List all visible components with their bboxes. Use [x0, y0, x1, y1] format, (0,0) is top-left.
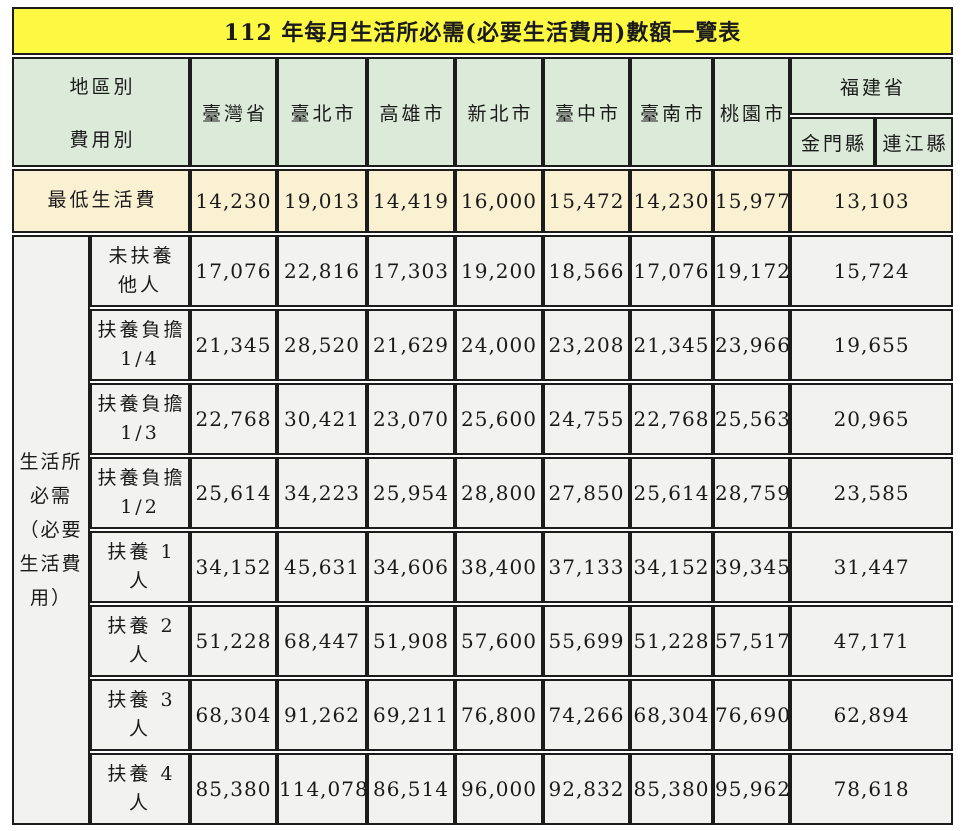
min-living-value-cell: 14,230 [190, 169, 277, 233]
fujian-value-cell: 19,655 [790, 309, 954, 381]
region-header-taoyuan: 桃園市 [713, 57, 790, 167]
value-cell: 21,345 [630, 309, 713, 381]
value-cell: 34,152 [190, 531, 277, 603]
min-living-value-cell: 16,000 [455, 169, 543, 233]
value-cell: 74,266 [543, 679, 630, 751]
region-header-fujian-province: 福建省 [790, 57, 954, 115]
value-cell: 24,755 [543, 383, 630, 455]
value-cell: 34,152 [630, 531, 713, 603]
value-cell: 21,345 [190, 309, 277, 381]
value-cell: 19,200 [455, 235, 543, 307]
min-living-value-cell: 19,013 [277, 169, 367, 233]
living-expense-table: 112 年每月生活所必需(必要生活費用)數額一覽表 地區別 費用別 臺灣省 臺北… [12, 5, 954, 827]
value-cell: 55,699 [543, 605, 630, 677]
subregion-header-lienchiang: 連江縣 [875, 117, 954, 167]
value-cell: 19,172 [713, 235, 790, 307]
value-cell: 95,962 [713, 753, 790, 825]
value-cell: 25,614 [630, 457, 713, 529]
value-cell: 22,816 [277, 235, 367, 307]
value-cell: 25,600 [455, 383, 543, 455]
region-header-newtaipei: 新北市 [455, 57, 543, 167]
min-living-value-cell: 14,419 [367, 169, 455, 233]
fujian-value-cell: 20,965 [790, 383, 954, 455]
region-header-tainan: 臺南市 [630, 57, 713, 167]
value-cell: 57,600 [455, 605, 543, 677]
fujian-value-cell: 15,724 [790, 235, 954, 307]
row-label-cell: 扶養 3 人 [90, 679, 190, 751]
min-living-value-cell: 15,472 [543, 169, 630, 233]
min-living-value-cell: 14,230 [630, 169, 713, 233]
value-cell: 92,832 [543, 753, 630, 825]
region-header-kaohsiung: 高雄市 [367, 57, 455, 167]
value-cell: 28,759 [713, 457, 790, 529]
section-label-cell: 生活所 必需 （必要 生活費 用） [12, 235, 90, 825]
value-cell: 25,563 [713, 383, 790, 455]
value-cell: 18,566 [543, 235, 630, 307]
row-label-cell: 扶養負擔 1/4 [90, 309, 190, 381]
row-label-cell: 扶養 2 人 [90, 605, 190, 677]
value-cell: 114,078 [277, 753, 367, 825]
value-cell: 69,211 [367, 679, 455, 751]
region-header-taiwan-province: 臺灣省 [190, 57, 277, 167]
value-cell: 25,614 [190, 457, 277, 529]
value-cell: 68,304 [190, 679, 277, 751]
value-cell: 25,954 [367, 457, 455, 529]
value-cell: 85,380 [630, 753, 713, 825]
region-header-taipei: 臺北市 [277, 57, 367, 167]
value-cell: 23,208 [543, 309, 630, 381]
value-cell: 22,768 [630, 383, 713, 455]
value-cell: 37,133 [543, 531, 630, 603]
value-cell: 68,447 [277, 605, 367, 677]
value-cell: 76,690 [713, 679, 790, 751]
expense-axis-label: 費用別 [69, 129, 136, 151]
value-cell: 85,380 [190, 753, 277, 825]
value-cell: 45,631 [277, 531, 367, 603]
value-cell: 28,520 [277, 309, 367, 381]
value-cell: 38,400 [455, 531, 543, 603]
value-cell: 51,908 [367, 605, 455, 677]
value-cell: 23,070 [367, 383, 455, 455]
row-label-cell: 未扶養 他人 [90, 235, 190, 307]
value-cell: 39,345 [713, 531, 790, 603]
row-label-cell: 扶養 4 人 [90, 753, 190, 825]
min-living-fujian-value-cell: 13,103 [790, 169, 954, 233]
value-cell: 17,076 [630, 235, 713, 307]
region-axis-label: 地區別 [69, 76, 136, 98]
value-cell: 51,228 [630, 605, 713, 677]
value-cell: 86,514 [367, 753, 455, 825]
corner-header-cell: 地區別 費用別 [12, 57, 190, 167]
subregion-header-kinmen: 金門縣 [790, 117, 875, 167]
value-cell: 24,000 [455, 309, 543, 381]
value-cell: 91,262 [277, 679, 367, 751]
value-cell: 76,800 [455, 679, 543, 751]
fujian-value-cell: 47,171 [790, 605, 954, 677]
row-label-cell: 扶養 1 人 [90, 531, 190, 603]
value-cell: 68,304 [630, 679, 713, 751]
value-cell: 21,629 [367, 309, 455, 381]
value-cell: 96,000 [455, 753, 543, 825]
fujian-value-cell: 78,618 [790, 753, 954, 825]
row-label-cell: 扶養負擔 1/2 [90, 457, 190, 529]
region-header-taichung: 臺中市 [543, 57, 630, 167]
page-title: 112 年每月生活所必需(必要生活費用)數額一覽表 [12, 7, 954, 55]
value-cell: 30,421 [277, 383, 367, 455]
fujian-value-cell: 23,585 [790, 457, 954, 529]
min-living-value-cell: 15,977 [713, 169, 790, 233]
value-cell: 22,768 [190, 383, 277, 455]
value-cell: 17,076 [190, 235, 277, 307]
min-living-label-cell: 最低生活費 [12, 169, 190, 233]
row-label-cell: 扶養負擔 1/3 [90, 383, 190, 455]
value-cell: 34,606 [367, 531, 455, 603]
value-cell: 27,850 [543, 457, 630, 529]
value-cell: 51,228 [190, 605, 277, 677]
value-cell: 17,303 [367, 235, 455, 307]
value-cell: 57,517 [713, 605, 790, 677]
fujian-value-cell: 31,447 [790, 531, 954, 603]
fujian-value-cell: 62,894 [790, 679, 954, 751]
value-cell: 28,800 [455, 457, 543, 529]
value-cell: 23,966 [713, 309, 790, 381]
value-cell: 34,223 [277, 457, 367, 529]
